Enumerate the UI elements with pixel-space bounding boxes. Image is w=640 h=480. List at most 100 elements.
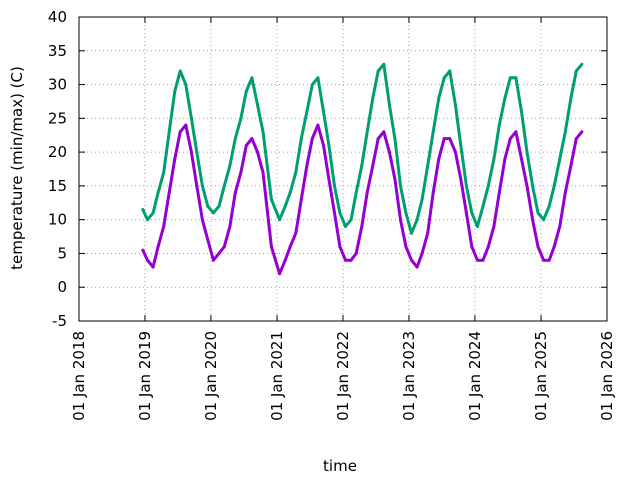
series-1-point [442,137,446,141]
series-2-point [410,231,413,235]
x-axis-title: time [323,457,357,475]
series-2-point [344,224,347,228]
series-1-point [222,245,226,249]
series-2-point [503,96,507,100]
y-tick-label: 35 [48,42,67,60]
series-2-point [156,191,160,195]
series-1-point [354,251,358,255]
x-tick-label: 01 Jan 2020 [202,331,220,421]
series-2-point [453,103,457,107]
series-2-point [492,157,496,161]
series-1-point [448,137,452,141]
series-2-point [141,208,145,211]
series-2-point [239,116,243,120]
series-2-point [442,76,446,80]
series-1-point [569,164,573,168]
series-2-point [569,96,573,100]
series-2-point [415,218,419,222]
series-2-point [563,130,567,134]
series-2-point [338,211,342,215]
series-1-point [470,245,474,249]
y-tick-label: 30 [48,76,67,94]
series-2-point [178,69,182,73]
x-tick-label: 01 Jan 2026 [598,331,616,421]
series-1-point [167,191,171,195]
series-2-point [420,197,424,201]
series-2-point [354,191,358,195]
x-tick-label: 01 Jan 2023 [400,331,418,421]
series-1-point [437,157,441,161]
series-2-point [464,184,468,188]
series-2-point [531,184,535,188]
series-1-point [486,245,490,249]
series-1-point [195,184,199,188]
x-tick-label: 01 Jan 2021 [268,331,286,421]
series-2-point [269,197,273,201]
series-1-point [371,164,375,168]
series-1-point [574,137,578,141]
series-1-point [344,258,347,262]
series-1-point [558,224,562,228]
series-2-point [217,204,221,208]
series-2-point [382,62,386,66]
series-1-point [294,231,298,235]
series-2-point [459,143,463,147]
series-2-point [288,191,292,195]
series-2-point [233,137,237,141]
series-1-point [431,191,435,195]
series-1-point [299,197,303,201]
series-1-point [459,177,463,181]
series-2-point [184,83,188,87]
series-1-point [288,245,292,249]
tick-labels: -5 0 5 10 15 20 25 30 35 40 01 Jan 2018 01 Jan 2019… [48,8,616,421]
series-1-point [453,150,457,154]
series-1-point [322,143,325,147]
series-2-point [558,157,562,161]
series-1-point [349,258,353,262]
series-2-point [574,69,578,73]
series-1-point [508,137,512,141]
series-1-point [525,184,529,188]
series-1-point [542,258,546,262]
series-1-point [338,245,342,249]
series-2-point [426,164,430,168]
series-2-point [222,184,226,188]
series-2-point [167,130,171,134]
series-2-point [261,130,265,134]
series-2-point [349,218,353,222]
series-1-point [316,123,320,127]
series-1-point [536,245,540,249]
series-2-point [327,143,331,147]
y-tick-label: 25 [48,109,67,127]
series-1-point [327,177,331,181]
y-tick-label: -5 [52,312,67,330]
y-tick-label: 20 [48,143,67,161]
series-1-point [387,150,391,154]
series-2-point [211,211,215,215]
x-tick-label: 01 Jan 2018 [70,331,88,421]
series-2-point [470,211,474,215]
series-2-point [250,76,254,80]
series-1-point [580,130,584,134]
series-1-point [156,245,160,249]
series-2-point [448,69,452,73]
series-1-point [239,170,243,174]
series-2-point [283,204,287,208]
series-2-point [525,150,529,154]
series-2-point [508,76,512,80]
series-2-point [376,69,380,73]
series-2-point [151,211,155,215]
series-layer [141,62,584,276]
series-2-point [200,184,204,188]
y-tick-label: 10 [48,211,67,229]
series-2-point [206,204,210,208]
series-1-point [426,231,430,235]
series-2-point [393,137,397,141]
series-1-point [503,157,507,161]
x-tick-label: 01 Jan 2022 [334,331,352,421]
series-1-point [146,258,149,262]
series-1-point [189,150,193,154]
y-tick-label: 5 [57,244,67,262]
series-1-point [563,191,567,195]
series-1-point [184,123,188,127]
